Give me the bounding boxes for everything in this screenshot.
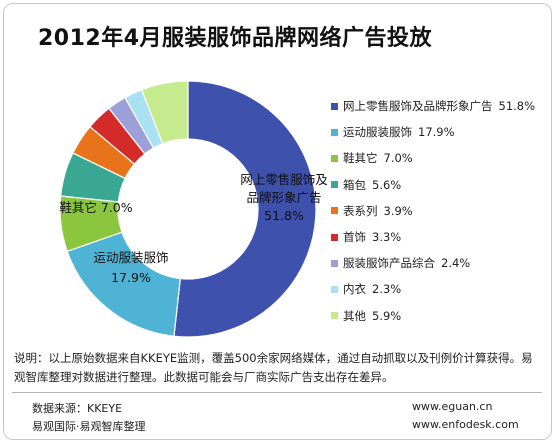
- legend-label: 运动服装服饰: [343, 125, 412, 140]
- legend-item: 内衣 2.3%: [331, 276, 553, 302]
- donut-data-labels: 网上零售服饰及品牌形象广告 51.8% 运动服装服饰 17.9% 鞋其它 7.0%: [59, 172, 328, 285]
- legend-value: 7.0%: [383, 151, 413, 166]
- legend-item: 箱包 5.6%: [331, 172, 553, 198]
- data-label-3: 鞋其它 7.0%: [59, 200, 132, 215]
- legend-swatch: [331, 154, 338, 162]
- chart-legend: 网上零售服饰及品牌形象广告 51.8% 运动服装服饰 17.9% 鞋其它 7.0% 箱包 5.…: [331, 93, 553, 329]
- legend-label: 首饰: [343, 230, 366, 245]
- legend-swatch: [331, 181, 338, 189]
- legend-swatch: [331, 285, 338, 293]
- legend-item: 其他 5.9%: [331, 303, 553, 329]
- chart-note: 说明：以上原始数据来自KKEYE监测，覆盖500余家网络媒体，通过自动抓取以及刊…: [14, 351, 533, 384]
- legend-value: 3.9%: [383, 203, 413, 218]
- legend-swatch: [331, 312, 338, 320]
- donut-slice-9: [140, 80, 189, 145]
- legend-item: 运动服装服饰 17.9%: [331, 119, 553, 145]
- legend-swatch: [331, 259, 338, 267]
- legend-label: 内衣: [343, 282, 366, 297]
- legend-swatch: [331, 233, 338, 241]
- legend-swatch: [331, 102, 338, 110]
- website-enfodesk: www.enfodesk.com: [412, 418, 519, 431]
- legend-value: 2.4%: [441, 256, 471, 271]
- legend-label: 表系列: [343, 203, 378, 218]
- organization: 易观国际·易观智库整理: [32, 420, 146, 433]
- data-label-1: 网上零售服饰及品牌形象广告 51.8%: [240, 172, 328, 223]
- footer-divider: [12, 392, 542, 393]
- donut-slice-1: [173, 80, 317, 338]
- legend-item: 鞋其它 7.0%: [331, 145, 553, 171]
- legend-item: 表系列 3.9%: [331, 198, 553, 224]
- website-eguan: www.eguan.cn: [412, 400, 493, 413]
- legend-value: 3.3%: [372, 230, 402, 245]
- legend-swatch: [331, 128, 338, 136]
- legend-item: 服装服饰产品综合 2.4%: [331, 250, 553, 276]
- chart-title: 2012年4月服装服饰品牌网络广告投放: [38, 26, 433, 51]
- legend-value: 51.8%: [498, 99, 536, 114]
- legend-value: 17.9%: [418, 125, 455, 140]
- donut-slices: [59, 80, 317, 338]
- data-source: 数据来源：KKEYE: [32, 402, 123, 415]
- legend-label: 网上零售服饰及品牌形象广告: [343, 99, 493, 114]
- legend-label: 鞋其它: [343, 151, 378, 166]
- legend-swatch: [331, 207, 338, 215]
- legend-value: 5.9%: [372, 308, 402, 323]
- legend-label: 其他: [343, 308, 366, 323]
- legend-label: 服装服饰产品综合: [343, 256, 435, 271]
- legend-label: 箱包: [343, 177, 366, 192]
- legend-value: 2.3%: [372, 282, 402, 297]
- legend-item: 首饰 3.3%: [331, 224, 553, 250]
- legend-item: 网上零售服饰及品牌形象广告 51.8%: [331, 93, 553, 119]
- data-label-2: 运动服装服饰 17.9%: [93, 250, 168, 285]
- legend-value: 5.6%: [372, 177, 402, 192]
